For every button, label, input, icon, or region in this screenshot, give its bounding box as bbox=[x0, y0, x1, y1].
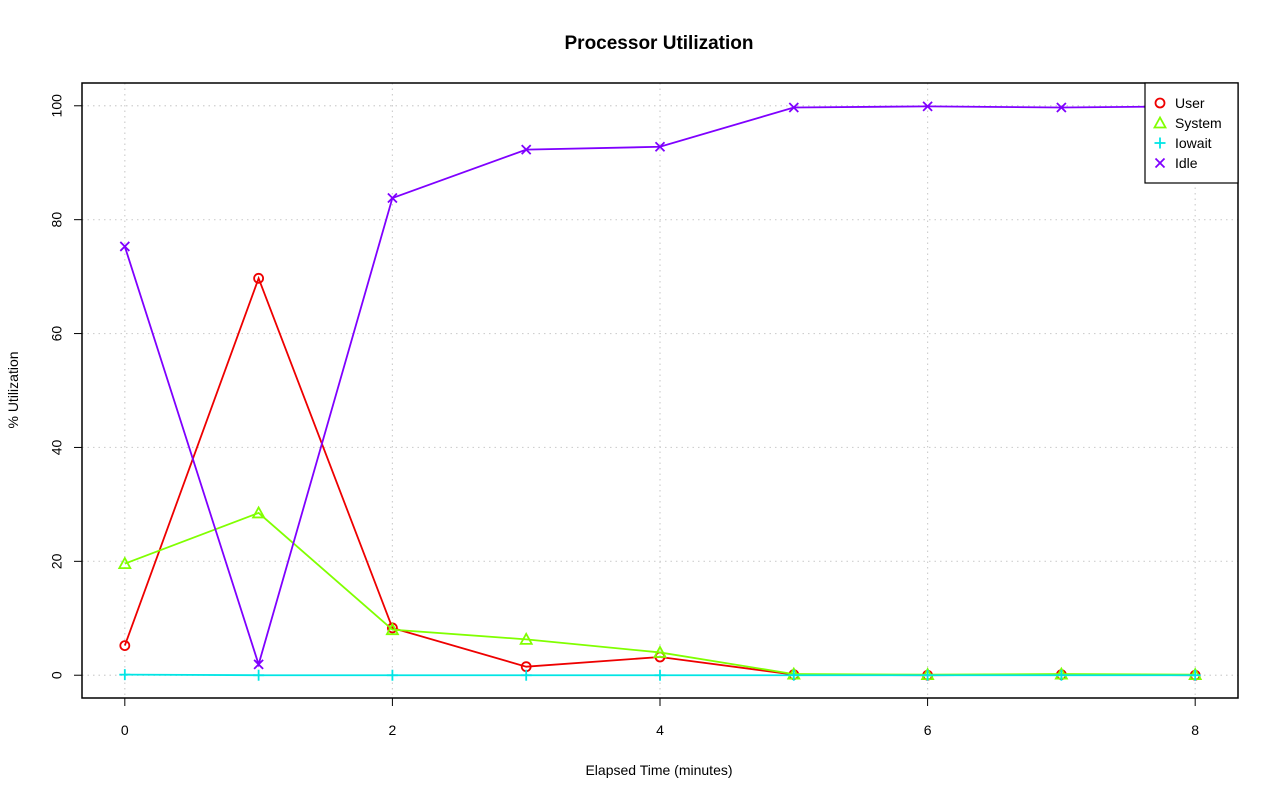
legend-label-iowait: Iowait bbox=[1175, 135, 1212, 151]
data-point-system-3 bbox=[519, 631, 534, 645]
data-point-iowait-0 bbox=[119, 669, 131, 681]
legend-marker-system bbox=[1152, 115, 1168, 129]
data-point-user-1 bbox=[253, 272, 265, 284]
data-point-idle-5 bbox=[788, 102, 799, 113]
x-tick-label-3: 6 bbox=[924, 722, 932, 738]
series-line-user bbox=[123, 275, 1196, 677]
chart-title: Processor Utilization bbox=[565, 33, 754, 54]
series-iowait bbox=[119, 669, 1201, 681]
data-point-idle-0 bbox=[119, 241, 130, 252]
data-point-idle-3-b bbox=[521, 144, 532, 155]
legend-label-idle: Idle bbox=[1175, 155, 1198, 171]
legend-marker-user-shape bbox=[1154, 97, 1166, 109]
y-axis-label: % Utilization bbox=[5, 351, 21, 428]
legend-marker-idle bbox=[1154, 157, 1166, 169]
data-point-system-4-shape bbox=[652, 645, 668, 658]
data-point-iowait-8 bbox=[1189, 669, 1201, 681]
data-point-iowait-3 bbox=[520, 669, 532, 681]
data-point-idle-2-b bbox=[387, 192, 398, 204]
y-tick-label-4: 80 bbox=[49, 212, 65, 228]
x-tick-label-1: 2 bbox=[389, 722, 397, 738]
data-point-idle-1 bbox=[253, 659, 264, 670]
data-point-system-1 bbox=[251, 505, 266, 519]
data-point-iowait-6 bbox=[922, 669, 934, 681]
data-point-iowait-2 bbox=[386, 669, 398, 681]
data-point-idle-7 bbox=[1056, 102, 1067, 113]
data-point-idle-6 bbox=[922, 101, 933, 112]
data-point-iowait-1 bbox=[253, 669, 265, 681]
data-point-user-0 bbox=[119, 640, 131, 652]
data-point-system-2 bbox=[385, 622, 400, 636]
x-axis-label: Elapsed Time (minutes) bbox=[585, 762, 732, 778]
y-tick-label-2: 40 bbox=[49, 439, 65, 455]
data-point-iowait-5 bbox=[788, 669, 800, 681]
x-tick-label-0: 0 bbox=[121, 722, 129, 738]
data-point-system-0 bbox=[117, 556, 132, 570]
data-point-system-1-shape bbox=[251, 505, 266, 519]
series-user bbox=[119, 272, 1201, 681]
data-point-user-1-shape bbox=[253, 272, 265, 284]
series-layer bbox=[117, 101, 1203, 681]
data-point-idle-5-b bbox=[788, 102, 799, 113]
data-point-system-0-shape bbox=[117, 556, 132, 570]
x-tick-label-2: 4 bbox=[656, 722, 664, 738]
data-point-iowait-4 bbox=[654, 669, 666, 681]
legend-marker-system-shape bbox=[1152, 115, 1168, 129]
data-point-idle-2 bbox=[387, 192, 398, 204]
legend-label-system: System bbox=[1175, 115, 1222, 131]
data-point-idle-1-b bbox=[253, 659, 264, 670]
legend-marker-iowait bbox=[1154, 137, 1166, 149]
data-point-idle-4 bbox=[654, 141, 666, 152]
data-point-system-4 bbox=[652, 645, 668, 658]
data-point-idle-0-b bbox=[119, 241, 130, 252]
series-line-idle bbox=[123, 105, 1196, 668]
series-line-system bbox=[124, 511, 1196, 676]
legend-box bbox=[1144, 82, 1239, 184]
legend: User System Iowait Idle bbox=[1144, 82, 1239, 184]
data-point-idle-4-b bbox=[654, 141, 666, 152]
grid-lines bbox=[82, 83, 1238, 698]
data-point-idle-7-b bbox=[1056, 102, 1067, 113]
data-point-system-2-shape bbox=[385, 622, 400, 636]
legend-marker-idle-b bbox=[1154, 157, 1166, 169]
y-tick-label-5: 100 bbox=[49, 94, 65, 118]
data-point-user-0-shape bbox=[119, 640, 131, 652]
y-tick-label-1: 20 bbox=[49, 553, 65, 569]
y-tick-label-0: 0 bbox=[49, 671, 65, 679]
x-tick-label-4: 8 bbox=[1191, 722, 1199, 738]
data-point-system-3-shape bbox=[519, 631, 534, 645]
y-tick-label-3: 60 bbox=[49, 326, 65, 342]
data-point-idle-3 bbox=[521, 144, 532, 155]
data-point-iowait-7 bbox=[1055, 669, 1067, 681]
legend-marker-user bbox=[1154, 97, 1166, 109]
data-point-idle-6-b bbox=[922, 101, 933, 112]
legend-label-user: User bbox=[1175, 95, 1205, 111]
